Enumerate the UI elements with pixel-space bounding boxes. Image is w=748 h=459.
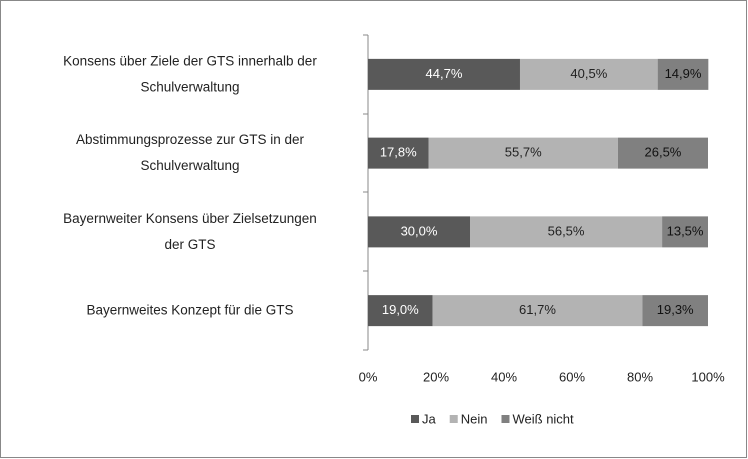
value-label: 55,7% [505,145,542,160]
legend-swatch [411,415,419,423]
value-label: 17,8% [380,145,417,160]
bar-segment [519,58,658,90]
x-tick-label: 20% [423,369,449,384]
x-tick-label: 40% [491,369,517,384]
category-label: Bayernweiter Konsens über Zielsetzungen d… [63,210,317,251]
category-label-line: Bayernweites Konzept für die GTS [86,302,293,317]
bar-segment [662,216,708,248]
bar-segment [368,58,520,90]
value-label: 13,5% [667,223,704,238]
category-label-line: Schulverwaltung [140,79,239,94]
value-label: 19,3% [657,302,694,317]
value-label: 40,5% [570,66,607,81]
y-axis-ticks [363,34,368,351]
value-label: 30,0% [401,223,438,238]
x-tick-label: 0% [359,369,378,384]
bar-segment [432,295,643,327]
category-label-line: Abstimmungsprozesse zur GTS in der [76,132,305,147]
bar-segment [368,216,470,248]
bar-segment [428,137,618,169]
category-label: Abstimmungsprozesse zur GTS in der Schulv… [76,132,305,173]
bar-segment [642,295,708,327]
value-label: 19,0% [382,302,419,317]
value-label: 26,5% [645,145,682,160]
bar-segment [368,295,433,327]
legend-label: Nein [461,411,488,426]
category-label: Konsens über Ziele der GTS innerhalb der… [63,53,317,94]
bar-segment [617,137,708,169]
legend-swatch [501,415,510,423]
category-label-line: Bayernweiter Konsens über Zielsetzungen [63,210,317,225]
value-label: 14,9% [665,66,702,81]
legend-swatch [449,415,458,423]
category-label: Bayernweites Konzept für die GTS [86,302,293,317]
value-label: 56,5% [548,223,585,238]
bar-segment [470,216,663,248]
value-label: 44,7% [426,66,463,81]
x-tick-label: 100% [691,369,725,384]
x-tick-label: 80% [627,369,653,384]
category-label-line: Schulverwaltung [140,158,239,173]
x-tick-label: 60% [559,369,585,384]
legend-label: Ja [422,411,437,426]
value-label: 61,7% [519,302,556,317]
category-label-line: Konsens über Ziele der GTS innerhalb der [63,53,317,68]
legend-label: Weiß nicht [512,411,574,426]
category-label-line: der GTS [164,236,215,251]
bar-segment [657,58,709,90]
bar-segment [368,137,429,169]
